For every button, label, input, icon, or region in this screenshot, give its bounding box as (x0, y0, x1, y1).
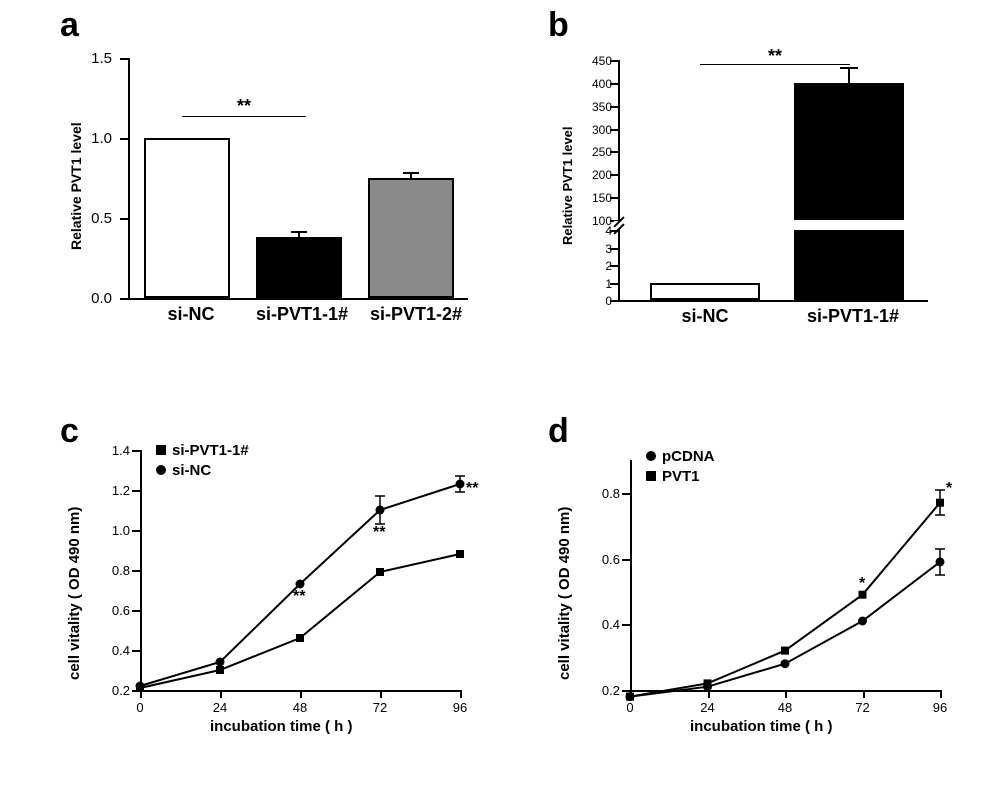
yticklabel: 0.0 (91, 290, 112, 307)
figure-page: a Relative PVT1 level 0.0 0.5 1.0 1.5 si… (0, 0, 1000, 794)
chart-b: Relative PVT1 level 0 1 2 3 4 100 150 20… (540, 20, 970, 330)
yticklabel: 3 (605, 242, 612, 256)
chart-d-legend: pCDNA PVT1 (646, 446, 715, 486)
ytick (120, 218, 128, 220)
chart-a-x-axis (128, 298, 468, 300)
sig: * (859, 575, 865, 593)
chart-d-plot (540, 420, 970, 750)
xcat: si-NC (146, 304, 236, 325)
ytick (120, 58, 128, 60)
chart-b-x-axis (618, 300, 928, 302)
bar-si-pvt1-upper (794, 83, 904, 220)
yticklabel: 2 (605, 259, 612, 273)
errorcap (291, 231, 307, 233)
chart-d: cell vitality ( OD 490 nm) incubation ti… (540, 420, 970, 750)
sig: * (946, 480, 952, 498)
bar-si-nc (144, 138, 230, 298)
chart-c-legend: si-PVT1-1# si-NC (156, 440, 249, 480)
chart-c: cell vitality ( OD 490 nm) incubation ti… (50, 420, 500, 750)
bar-si-pvt1-1 (256, 237, 342, 298)
yticklabel: 1.0 (91, 130, 112, 147)
yticklabel: 1.5 (91, 50, 112, 67)
xcat: si-PVT1-1# (242, 304, 362, 325)
sig: ** (373, 524, 385, 542)
legend-label: pCDNA (662, 448, 715, 465)
yticklabel: 350 (592, 100, 612, 114)
errorcap (840, 67, 858, 69)
chart-a: Relative PVT1 level 0.0 0.5 1.0 1.5 si-N… (50, 20, 500, 330)
xcat: si-PVT1-2# (356, 304, 476, 325)
bar-break (794, 221, 904, 229)
legend-label: si-NC (172, 462, 211, 479)
yticklabel: 1 (605, 277, 612, 291)
square-marker-icon (646, 471, 656, 481)
yticklabel: 0 (605, 294, 612, 308)
legend-item: si-NC (156, 460, 249, 480)
chart-a-ylabel: Relative PVT1 level (68, 122, 84, 250)
chart-a-y-axis (128, 58, 130, 298)
yticklabel: 250 (592, 145, 612, 159)
errorbar (848, 67, 850, 83)
legend-item: PVT1 (646, 466, 715, 486)
xcat: si-PVT1-1# (788, 306, 918, 327)
chart-b-ylabel: Relative PVT1 level (560, 126, 575, 245)
yticklabel: 450 (592, 54, 612, 68)
yticklabel: 100 (592, 214, 612, 228)
yticklabel: 150 (592, 191, 612, 205)
sig-label: ** (224, 96, 264, 117)
chart-c-plot (50, 420, 500, 750)
legend-item: si-PVT1-1# (156, 440, 249, 460)
sig: ** (293, 588, 305, 606)
circle-marker-icon (156, 465, 166, 475)
yticklabel: 200 (592, 168, 612, 182)
ytick (120, 138, 128, 140)
circle-marker-icon (646, 451, 656, 461)
legend-label: si-PVT1-1# (172, 442, 249, 459)
legend-label: PVT1 (662, 468, 700, 485)
xcat: si-NC (650, 306, 760, 327)
yticklabel: 400 (592, 77, 612, 91)
yticklabel: 0.5 (91, 210, 112, 227)
legend-item: pCDNA (646, 446, 715, 466)
ytick (120, 298, 128, 300)
bar-si-pvt1-lower (794, 230, 904, 300)
bar-si-pvt1-2 (368, 178, 454, 298)
square-marker-icon (156, 445, 166, 455)
sig: ** (466, 480, 478, 498)
yticklabel: 300 (592, 123, 612, 137)
chart-b-y-axis (618, 60, 620, 300)
sig-label: ** (755, 46, 795, 67)
bar-si-nc (650, 283, 760, 301)
errorcap (403, 172, 419, 174)
